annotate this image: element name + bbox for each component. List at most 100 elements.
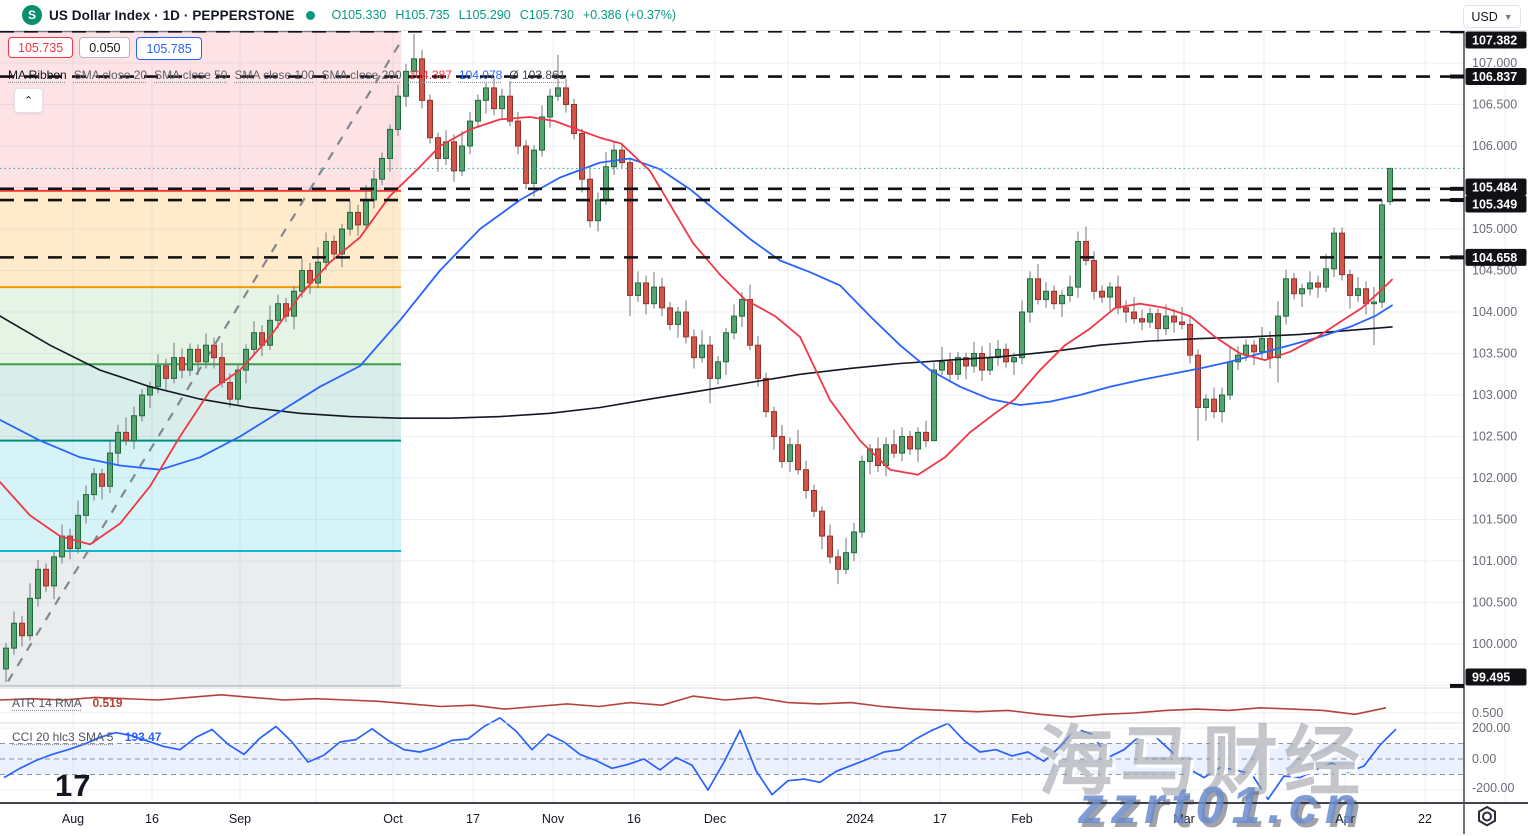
- candle-body[interactable]: [931, 369, 937, 442]
- candle-body[interactable]: [1371, 301, 1377, 305]
- candle-body[interactable]: [1307, 282, 1313, 290]
- candle-body[interactable]: [643, 282, 649, 305]
- candle-body[interactable]: [427, 99, 433, 139]
- candle-body[interactable]: [1251, 344, 1257, 353]
- time-axis-label[interactable]: 16: [627, 812, 641, 826]
- candle-body[interactable]: [387, 128, 393, 159]
- candle-body[interactable]: [1227, 361, 1233, 396]
- candle-body[interactable]: [579, 133, 585, 180]
- candle-body[interactable]: [1379, 204, 1385, 303]
- currency-selector[interactable]: USD ▼: [1463, 5, 1521, 28]
- candle-body[interactable]: [1155, 313, 1161, 330]
- candle-body[interactable]: [323, 240, 329, 263]
- candle-body[interactable]: [1027, 278, 1033, 313]
- candle-body[interactable]: [83, 494, 89, 516]
- price-axis-label[interactable]: 106.500: [1472, 98, 1517, 112]
- sma-line[interactable]: [0, 116, 1393, 546]
- candle-body[interactable]: [1107, 286, 1113, 298]
- candle-body[interactable]: [1347, 274, 1353, 296]
- candle-body[interactable]: [651, 286, 657, 305]
- candle-body[interactable]: [1067, 286, 1073, 296]
- candle-body[interactable]: [363, 199, 369, 226]
- price-axis-label[interactable]: 102.000: [1472, 471, 1517, 485]
- candle-body[interactable]: [1339, 232, 1345, 276]
- candle-body[interactable]: [667, 307, 673, 325]
- candle-body[interactable]: [811, 489, 817, 512]
- candle-body[interactable]: [531, 149, 537, 184]
- candle-body[interactable]: [1171, 315, 1177, 323]
- candle-body[interactable]: [1387, 167, 1393, 203]
- candle-body[interactable]: [731, 315, 737, 334]
- candle-body[interactable]: [355, 211, 361, 226]
- panel-axis-label[interactable]: 0.500: [1472, 706, 1503, 720]
- candle-body[interactable]: [563, 87, 569, 106]
- candle-body[interactable]: [515, 120, 521, 147]
- candle-body[interactable]: [163, 365, 169, 379]
- candle-body[interactable]: [827, 535, 833, 558]
- candle-body[interactable]: [883, 444, 889, 467]
- candle-body[interactable]: [1243, 344, 1249, 356]
- time-axis-label[interactable]: Apr: [1335, 812, 1354, 826]
- candle-body[interactable]: [219, 357, 225, 384]
- price-axis-label[interactable]: 103.000: [1472, 388, 1517, 402]
- candle-body[interactable]: [35, 568, 41, 599]
- candle-body[interactable]: [859, 460, 865, 533]
- time-axis-label[interactable]: 22: [1418, 812, 1432, 826]
- candle-body[interactable]: [507, 95, 513, 122]
- candle-body[interactable]: [187, 348, 193, 371]
- candle-body[interactable]: [339, 228, 345, 255]
- candle-body[interactable]: [1323, 268, 1329, 288]
- candle-body[interactable]: [907, 436, 913, 450]
- level-label-box[interactable]: [1465, 31, 1527, 49]
- candle-body[interactable]: [483, 87, 489, 101]
- candle-body[interactable]: [395, 95, 401, 130]
- candle-body[interactable]: [251, 332, 257, 350]
- price-axis-label[interactable]: 100.500: [1472, 596, 1517, 610]
- candle-body[interactable]: [1195, 354, 1201, 408]
- candle-body[interactable]: [11, 622, 17, 649]
- candle-body[interactable]: [1043, 290, 1049, 301]
- offset-price-label[interactable]: 0.050: [79, 37, 131, 58]
- candle-body[interactable]: [347, 211, 353, 230]
- panel-axis-label[interactable]: 0.00: [1472, 752, 1496, 766]
- candle-body[interactable]: [67, 535, 73, 550]
- candle-body[interactable]: [891, 444, 897, 454]
- candle-body[interactable]: [1355, 288, 1361, 296]
- level-label-box[interactable]: [1465, 68, 1527, 86]
- candle-body[interactable]: [627, 162, 633, 296]
- candle-body[interactable]: [203, 344, 209, 363]
- candle-body[interactable]: [571, 104, 577, 135]
- price-axis-label[interactable]: 104.000: [1472, 305, 1517, 319]
- candle-body[interactable]: [3, 647, 9, 670]
- price-axis-label[interactable]: 102.500: [1472, 430, 1517, 444]
- candle-body[interactable]: [211, 344, 217, 359]
- time-axis-label[interactable]: Mar: [1173, 812, 1195, 826]
- pattern-zone[interactable]: [0, 551, 401, 686]
- candle-body[interactable]: [1331, 232, 1337, 270]
- candle-body[interactable]: [1275, 315, 1281, 359]
- candle-body[interactable]: [1019, 311, 1025, 359]
- candle-body[interactable]: [115, 431, 121, 454]
- stop-price-label[interactable]: 105.735: [8, 37, 74, 58]
- level-label-box[interactable]: [1465, 195, 1527, 213]
- sma-line[interactable]: [0, 315, 1393, 419]
- candle-body[interactable]: [843, 552, 849, 570]
- symbol-title[interactable]: US Dollar Index · 1D · PEPPERSTONE: [49, 7, 295, 23]
- price-axis-label[interactable]: 104.500: [1472, 264, 1517, 278]
- gear-icon[interactable]: [1478, 805, 1496, 827]
- candle-body[interactable]: [595, 199, 601, 222]
- candle-body[interactable]: [603, 166, 609, 201]
- time-axis-label[interactable]: 17: [933, 812, 947, 826]
- candle-body[interactable]: [539, 116, 545, 151]
- atr-legend[interactable]: ATR 14 RMA 0.519: [12, 696, 123, 710]
- candle-body[interactable]: [1211, 398, 1217, 413]
- symbol-logo[interactable]: S: [22, 5, 42, 25]
- candle-body[interactable]: [27, 597, 33, 637]
- candle-body[interactable]: [491, 87, 497, 110]
- time-axis-label[interactable]: Aug: [62, 812, 84, 826]
- candle-body[interactable]: [307, 270, 313, 284]
- level-label-box[interactable]: [1465, 178, 1527, 196]
- candle-body[interactable]: [1267, 338, 1273, 359]
- time-axis-label[interactable]: Oct: [383, 812, 403, 826]
